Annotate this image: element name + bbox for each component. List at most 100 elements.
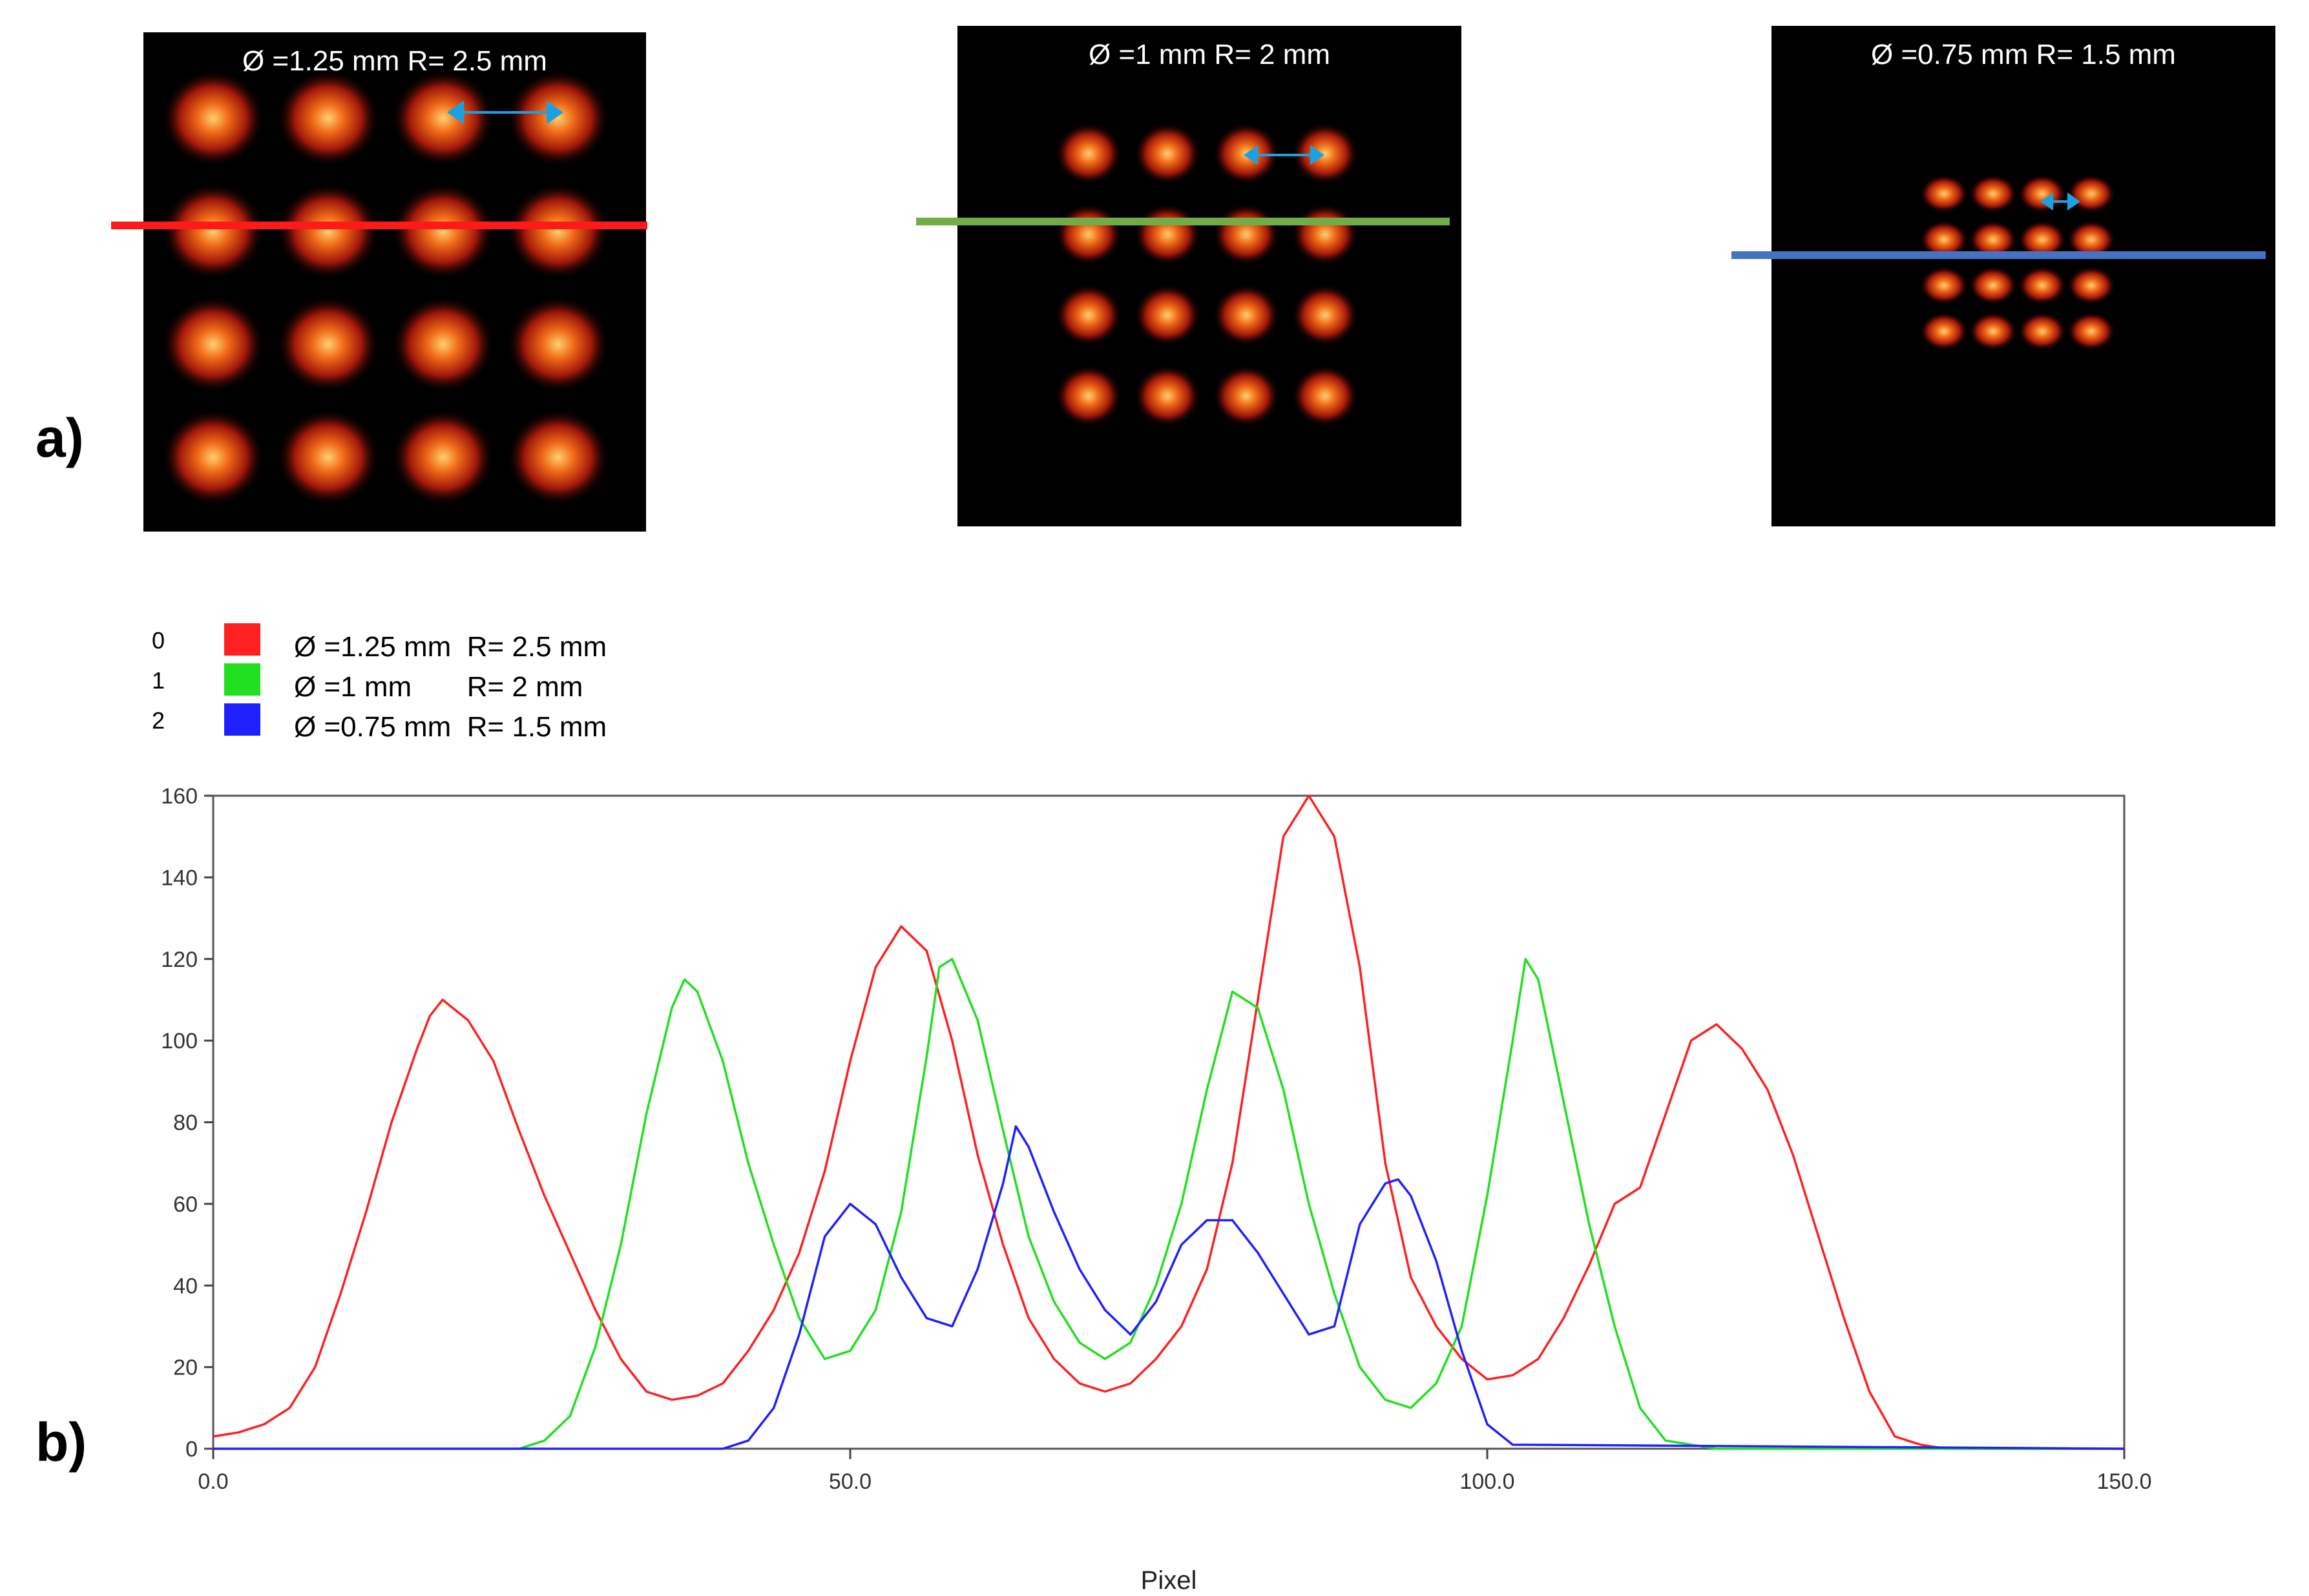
legend-index: 2 xyxy=(152,707,165,734)
series-line-0 xyxy=(213,794,2124,1450)
y-tick-label: 0 xyxy=(185,1437,198,1462)
spot-image-1: Ø =1.25 mm R= 2.5 mm xyxy=(143,32,646,532)
spot xyxy=(162,70,265,167)
spot xyxy=(507,183,610,280)
spot xyxy=(507,296,610,393)
spot xyxy=(1134,284,1201,346)
spot-image-2: Ø =1 mm R= 2 mm xyxy=(957,26,1461,526)
x-axis-label: Pixel xyxy=(1141,1566,1197,1595)
legend-item-0: 0 Ø =1.25 mm R= 2.5 mm xyxy=(145,623,727,663)
spot xyxy=(1213,284,1280,346)
spot xyxy=(392,70,495,167)
spot xyxy=(1969,220,2018,259)
spot xyxy=(1055,203,1122,265)
spot xyxy=(2067,174,2116,213)
spot xyxy=(1919,312,1969,351)
spot xyxy=(1969,266,2018,305)
spot xyxy=(2018,220,2067,259)
spot xyxy=(2018,312,2067,351)
line-profile-marker-2 xyxy=(916,218,1450,225)
x-tick-label: 0.0 xyxy=(198,1469,228,1494)
y-tick-label: 40 xyxy=(173,1274,198,1298)
legend-index: 1 xyxy=(152,667,165,694)
spot xyxy=(2018,266,2067,305)
spot xyxy=(1213,203,1280,265)
legend-swatch xyxy=(224,623,260,656)
spot xyxy=(277,296,380,393)
legend-label: Ø =1.25 mm R= 2.5 mm xyxy=(294,631,607,663)
line-profile-marker-3 xyxy=(1731,251,2266,259)
series-line-2 xyxy=(213,1125,2125,1450)
spot xyxy=(1134,203,1201,265)
spot xyxy=(162,409,265,506)
legend-item-2: 2 Ø =0.75 mm R= 1.5 mm xyxy=(145,703,727,743)
spot-grid-3 xyxy=(1919,174,2116,351)
y-tick-label: 140 xyxy=(161,865,198,890)
spot xyxy=(1134,123,1201,185)
arrow-head-left xyxy=(447,100,464,125)
legend-swatch xyxy=(224,663,260,696)
series-line-1 xyxy=(213,958,2124,1450)
y-tick-label: 80 xyxy=(173,1111,198,1135)
spot xyxy=(1291,123,1359,185)
image-caption-3: Ø =0.75 mm R= 1.5 mm xyxy=(1871,39,2176,70)
legend-label: Ø =1 mm R= 2 mm xyxy=(294,671,583,703)
spot xyxy=(2067,220,2116,259)
spot xyxy=(507,70,610,167)
spot xyxy=(1919,220,1969,259)
spot xyxy=(1291,365,1359,427)
spot xyxy=(1969,174,2018,213)
legend-item-1: 1 Ø =1 mm R= 2 mm xyxy=(145,663,727,703)
spot xyxy=(2067,312,2116,351)
spot xyxy=(1055,284,1122,346)
spot xyxy=(1213,365,1280,427)
spot xyxy=(392,183,495,280)
spot xyxy=(1134,365,1201,427)
spot xyxy=(392,409,495,506)
y-tick-label: 120 xyxy=(161,948,198,972)
spot xyxy=(1291,284,1359,346)
legend-index: 0 xyxy=(152,627,165,654)
spot xyxy=(1919,266,1969,305)
series-layer xyxy=(213,794,2125,1450)
y-tick-label: 160 xyxy=(161,784,198,809)
spot xyxy=(2018,174,2067,213)
spot-grid-2 xyxy=(1055,123,1359,427)
y-tick-label: 60 xyxy=(173,1192,198,1217)
x-tick-label: 100.0 xyxy=(1459,1469,1514,1494)
y-tick-label: 100 xyxy=(161,1029,198,1053)
spot xyxy=(2067,266,2116,305)
spot xyxy=(392,296,495,393)
legend-label: Ø =0.75 mm R= 1.5 mm xyxy=(294,711,607,743)
arrow-head-right xyxy=(2067,192,2080,211)
arrow-head-left xyxy=(2040,192,2053,211)
x-tick-label: 50.0 xyxy=(829,1469,872,1494)
spot xyxy=(162,183,265,280)
spot xyxy=(1291,203,1359,265)
image-caption-2: Ø =1 mm R= 2 mm xyxy=(1088,39,1331,70)
image-caption-1: Ø =1.25 mm R= 2.5 mm xyxy=(242,45,547,77)
y-tick-label: 20 xyxy=(173,1356,198,1380)
legend-swatch xyxy=(224,703,260,736)
line-profile-marker-1 xyxy=(111,222,647,229)
spot xyxy=(507,409,610,506)
arrow-head-right xyxy=(547,100,563,125)
arrow-head-right xyxy=(1310,145,1324,165)
panel-b-label: b) xyxy=(36,1412,87,1473)
spot xyxy=(1919,174,1969,213)
panel-a-label: a) xyxy=(36,408,84,468)
plot-frame xyxy=(212,794,2126,1450)
spot xyxy=(277,70,380,167)
arrow-head-left xyxy=(1244,145,1258,165)
spot xyxy=(1969,312,2018,351)
spot xyxy=(1055,365,1122,427)
x-tick-label: 150.0 xyxy=(2096,1469,2151,1494)
spot xyxy=(162,296,265,393)
spot xyxy=(277,183,380,280)
spot xyxy=(1055,123,1122,185)
spot xyxy=(277,409,380,506)
y-axis: 0 20 40 60 80 100 120 140 160 xyxy=(161,784,213,1462)
x-axis: 0.0 50.0 100.0 150.0 xyxy=(198,1449,2152,1494)
spot-image-3: Ø =0.75 mm R= 1.5 mm xyxy=(1771,26,2275,526)
